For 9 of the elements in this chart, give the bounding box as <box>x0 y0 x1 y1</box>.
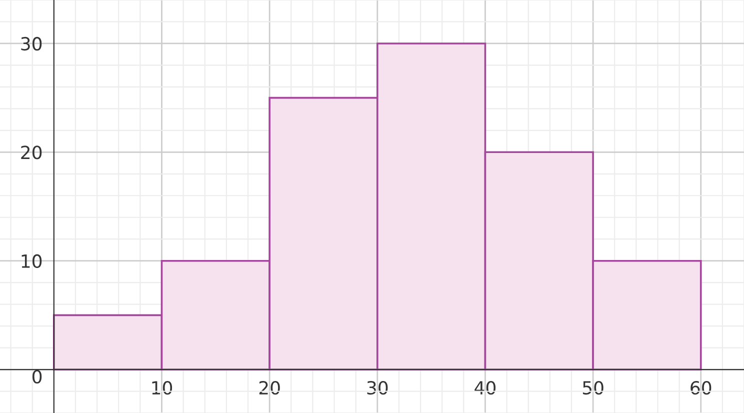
y-tick-label: 20 <box>21 146 42 160</box>
x-tick-label: 10 <box>152 380 172 395</box>
y-tick-label: 10 <box>22 254 42 268</box>
x-tick-label: 30 <box>367 380 388 395</box>
x-tick-label: 50 <box>582 380 604 395</box>
y-tick-label: 0 <box>32 370 42 384</box>
y-tick-label: 30 <box>21 36 42 51</box>
x-tick-label: 60 <box>690 380 712 395</box>
x-tick-label: 20 <box>259 380 280 395</box>
